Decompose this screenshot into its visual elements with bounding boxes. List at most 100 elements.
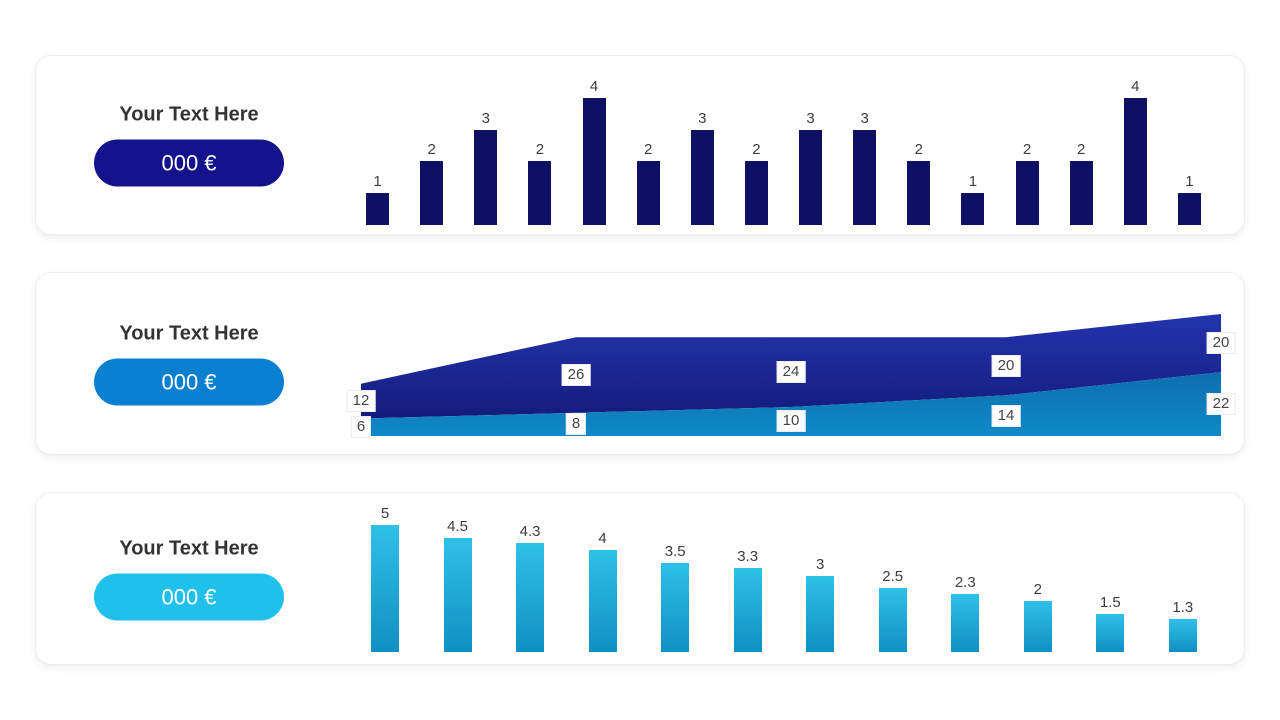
bar-item: 2	[1015, 141, 1039, 225]
bar-value-label: 1.3	[1172, 599, 1194, 616]
bar-item: 3.3	[733, 548, 762, 652]
bar-item: 2	[1023, 581, 1052, 652]
bar-value-label: 2	[427, 141, 436, 158]
stacked-area-chart: 12 6 26 8 24 10 20 14 20 22	[346, 309, 1236, 439]
area-value-label: 6	[350, 416, 372, 439]
bar-value-label: 3.3	[737, 548, 759, 565]
bar-item: 2.3	[951, 574, 980, 652]
bar-chart: 1 2 3 2 4 2 3 2 3 3 2 1 2 2 4 1	[366, 78, 1201, 225]
bar-value-label: 3	[481, 110, 490, 127]
bar-value-label: 3	[806, 110, 815, 127]
bar-item: 4	[582, 78, 606, 225]
bar-value-label: 3.5	[664, 543, 686, 560]
bar-item: 3	[690, 110, 714, 225]
bar-item: 2	[744, 141, 768, 225]
area-value-label: 14	[991, 404, 1021, 427]
panel-title: Your Text Here	[119, 537, 259, 559]
bar-value-label: 2	[1022, 141, 1032, 158]
bar	[371, 525, 399, 652]
bar	[806, 576, 835, 652]
bar	[1168, 619, 1197, 652]
bar-item: 1	[961, 173, 985, 225]
bar-item: 5	[371, 505, 399, 652]
bar	[1096, 614, 1125, 652]
panel-text-block: Your Text Here 000 €	[94, 104, 284, 187]
area-value-label: 10	[776, 410, 806, 433]
bar	[907, 161, 931, 225]
bar-value-label: 4	[589, 78, 599, 95]
area-value-label: 24	[776, 361, 806, 384]
bar-item: 2.5	[878, 568, 907, 652]
panel-text-block: Your Text Here 000 €	[94, 537, 284, 620]
bar	[799, 130, 822, 225]
bar	[528, 161, 552, 225]
bar-item: 3	[474, 110, 498, 225]
bar-item: 4	[1123, 78, 1147, 225]
bar-value-label: 1.5	[1099, 594, 1121, 611]
bar	[516, 543, 545, 652]
bar	[744, 161, 768, 225]
bar	[443, 538, 472, 652]
bar-value-label: 4.3	[519, 523, 541, 540]
bar-value-label: 2	[643, 141, 653, 158]
bar-value-label: 4	[598, 530, 607, 547]
bar-value-label: 2.3	[954, 574, 976, 591]
bar-value-label: 1	[1185, 173, 1194, 190]
bar	[733, 568, 762, 652]
bar-value-label: 2	[1033, 581, 1042, 598]
area-value-label: 20	[1206, 332, 1236, 355]
bar	[1177, 193, 1201, 225]
area-value-label: 8	[565, 413, 587, 436]
bar	[878, 588, 907, 652]
bar	[1023, 601, 1052, 652]
bar-value-label: 4	[1131, 78, 1140, 95]
bar	[690, 130, 714, 225]
panel-title: Your Text Here	[119, 103, 259, 126]
bar-item: 2	[420, 141, 444, 225]
bar-item: 2	[528, 141, 552, 225]
bar	[853, 130, 877, 225]
bar-item: 1	[366, 173, 389, 225]
bar-item: 1.3	[1168, 599, 1197, 652]
bar-item: 1	[1177, 173, 1201, 225]
bar	[588, 550, 617, 652]
bar-value-label: 4.5	[447, 518, 468, 535]
bar-value-label: 2	[752, 141, 761, 158]
bar-item: 1.5	[1096, 594, 1125, 652]
bar	[961, 193, 985, 225]
bar-value-label: 2	[535, 141, 545, 158]
bar-item: 3	[799, 110, 822, 225]
bar-item: 2	[1069, 141, 1093, 225]
bar-value-label: 1	[968, 173, 978, 190]
bar	[1069, 161, 1093, 225]
bar-item: 3	[806, 556, 835, 652]
value-badge[interactable]: 000 €	[94, 573, 284, 620]
bar	[661, 563, 690, 652]
bar-item: 4.5	[443, 518, 472, 652]
panel-navy-bar-chart: Your Text Here 000 € 1 2 3 2 4 2 3 2 3 3 2 1 2 2 4 1	[35, 55, 1245, 235]
bar-value-label: 2	[914, 141, 923, 158]
bar	[636, 161, 660, 225]
bar-value-label: 3	[860, 110, 869, 127]
bar-value-label: 2	[1076, 141, 1086, 158]
bar-value-label: 3	[816, 556, 825, 573]
value-badge[interactable]: 000 €	[94, 139, 284, 187]
panel-text-block: Your Text Here 000 €	[94, 322, 284, 405]
bar	[1015, 161, 1039, 225]
bar	[474, 130, 498, 225]
panel-cyan-bar-chart: Your Text Here 000 € 5 4.5 4.3 4 3.5 3.3 3 2.5 2…	[35, 492, 1245, 665]
bar-item: 4	[588, 530, 617, 652]
bar-value-label: 1	[373, 173, 382, 190]
value-badge[interactable]: 000 €	[94, 358, 284, 405]
area-value-label: 12	[346, 390, 376, 413]
bar	[366, 193, 389, 225]
area-value-label: 26	[561, 364, 591, 386]
bar-value-label: 2.5	[882, 568, 904, 585]
bar	[951, 594, 980, 652]
area-value-label: 20	[991, 355, 1021, 378]
panel-stacked-area-chart: Your Text Here 000 € 12 6 26 8 24 10 20 14 20 22	[35, 272, 1245, 455]
bar-chart: 5 4.5 4.3 4 3.5 3.3 3 2.5 2.3 2 1.5 1.3	[371, 505, 1197, 652]
panel-title: Your Text Here	[119, 322, 259, 344]
bar	[1123, 98, 1147, 225]
